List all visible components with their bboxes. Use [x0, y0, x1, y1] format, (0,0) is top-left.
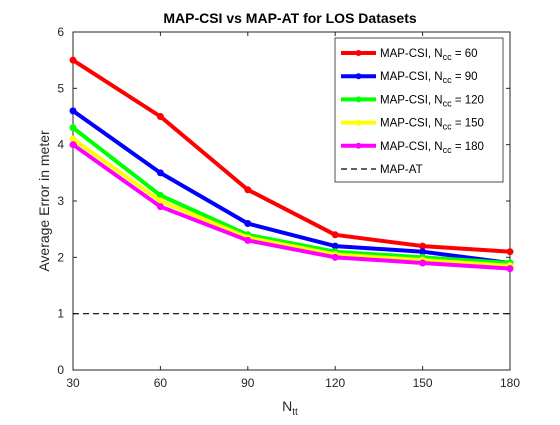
series-line-2 — [71, 126, 511, 265]
legend-marker — [355, 50, 362, 56]
data-point — [331, 253, 339, 261]
x-tick-label: 30 — [66, 376, 80, 390]
legend-label-prefix: MAP-CSI, N — [380, 118, 443, 130]
data-point — [69, 141, 77, 149]
legend-marker — [355, 119, 362, 126]
x-axis-label-sub: tt — [292, 407, 298, 418]
y-tick-label: 1 — [57, 307, 64, 321]
legend-label: MAP-CSI, Ncc = 90 — [380, 71, 478, 85]
data-point — [69, 107, 77, 115]
data-point — [506, 265, 514, 273]
series-line-3 — [71, 137, 511, 268]
legend-label-prefix: MAP-CSI, N — [380, 141, 443, 153]
y-axis-label: Average Error in meter — [36, 130, 52, 272]
legend-marker — [355, 73, 362, 80]
data-point — [244, 220, 252, 228]
y-tick-label: 4 — [57, 138, 64, 152]
legend-label-sub: cc — [443, 98, 453, 108]
legend-label: MAP-CSI, Ncc = 150 — [380, 118, 484, 132]
data-point — [156, 169, 164, 177]
legend-label-prefix: MAP-CSI, N — [380, 48, 443, 60]
data-point — [156, 113, 164, 120]
data-point — [69, 124, 77, 132]
legend-label-suffix: = 90 — [452, 71, 478, 83]
legend-marker — [355, 142, 362, 149]
legend-label-sub: cc — [443, 122, 453, 132]
series-layer — [69, 56, 514, 315]
legend-label-suffix: = 180 — [452, 141, 484, 153]
series-line-4 — [71, 143, 511, 271]
legend-label: MAP-CSI, Ncc = 60 — [380, 48, 478, 62]
data-point — [69, 56, 77, 64]
chart-title: MAP-CSI vs MAP-AT for LOS Datasets — [163, 10, 417, 26]
x-tick-label: 90 — [241, 376, 255, 390]
x-tick-label: 60 — [154, 376, 168, 390]
y-tick-label: 0 — [57, 363, 64, 377]
legend-label-prefix: MAP-CSI, N — [380, 94, 443, 106]
legend-label-prefix: MAP-CSI, N — [380, 71, 443, 83]
legend-label-sub: cc — [443, 145, 453, 155]
x-tick-label: 180 — [500, 376, 520, 390]
legend-label-suffix: = 150 — [452, 118, 484, 130]
data-point — [244, 236, 252, 244]
legend-label-sub: cc — [443, 52, 453, 62]
data-point — [419, 248, 427, 256]
data-point — [69, 135, 77, 143]
y-tick-label: 3 — [57, 194, 64, 208]
x-axis-label-base: N — [282, 398, 292, 414]
y-tick-label: 6 — [57, 25, 64, 39]
data-point — [156, 203, 164, 211]
data-point — [331, 242, 339, 250]
data-point — [331, 231, 339, 239]
legend-label: MAP-CSI, Ncc = 180 — [380, 141, 484, 155]
x-tick-label: 120 — [325, 376, 345, 390]
y-tick-label: 2 — [57, 250, 64, 264]
x-axis-label: Ntt — [282, 398, 298, 418]
series-line-0 — [71, 58, 511, 254]
legend-label-suffix: = 60 — [452, 48, 478, 60]
data-point — [244, 186, 252, 194]
x-axis: 30 60 90 120 150 180 — [66, 32, 520, 390]
legend-label-sub: cc — [443, 75, 453, 85]
data-point — [419, 259, 427, 267]
legend-marker — [355, 96, 362, 103]
data-point — [506, 248, 514, 256]
x-tick-label: 150 — [413, 376, 433, 390]
legend-label-suffix: = 120 — [452, 94, 484, 106]
legend-box — [334, 37, 504, 183]
data-point — [419, 242, 427, 250]
legend-label: MAP-AT — [380, 164, 423, 176]
y-tick-label: 5 — [57, 81, 64, 95]
series-line-1 — [71, 109, 511, 265]
legend-label-prefix: MAP-AT — [380, 164, 423, 176]
legend-label: MAP-CSI, Ncc = 120 — [380, 94, 484, 108]
